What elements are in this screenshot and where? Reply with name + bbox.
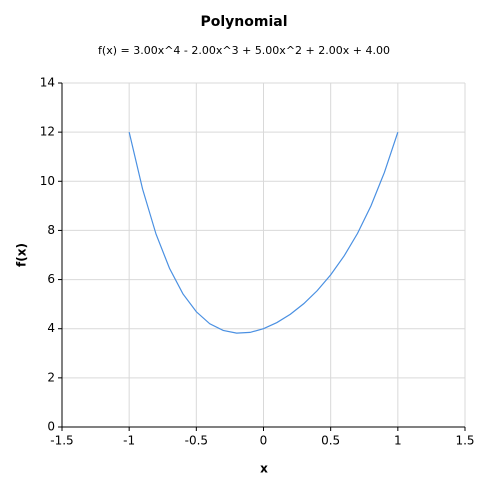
y-tick-label: 10 [40,174,55,188]
y-tick-label: 2 [47,370,55,384]
y-tick-label: 12 [40,125,55,139]
y-tick-label: 0 [47,420,55,434]
x-axis-label: x [260,462,268,476]
y-tick-label: 6 [47,272,55,286]
x-tick-label: 0.5 [321,434,340,448]
x-tick-label: -1 [123,434,135,448]
chart-subtitle: f(x) = 3.00x^4 - 2.00x^3 + 5.00x^2 + 2.0… [98,44,390,57]
y-tick-label: 8 [47,223,55,237]
y-tick-label: 4 [47,321,55,335]
x-tick-label: 1 [394,434,402,448]
y-axis-label: f(x) [15,243,29,267]
x-tick-label: 1.5 [455,434,474,448]
x-tick-label: 0 [260,434,268,448]
y-tick-label: 14 [40,76,55,90]
x-tick-label: -0.5 [185,434,208,448]
x-tick-label: -1.5 [50,434,73,448]
line-series [128,131,399,334]
chart-title: Polynomial [200,14,287,30]
